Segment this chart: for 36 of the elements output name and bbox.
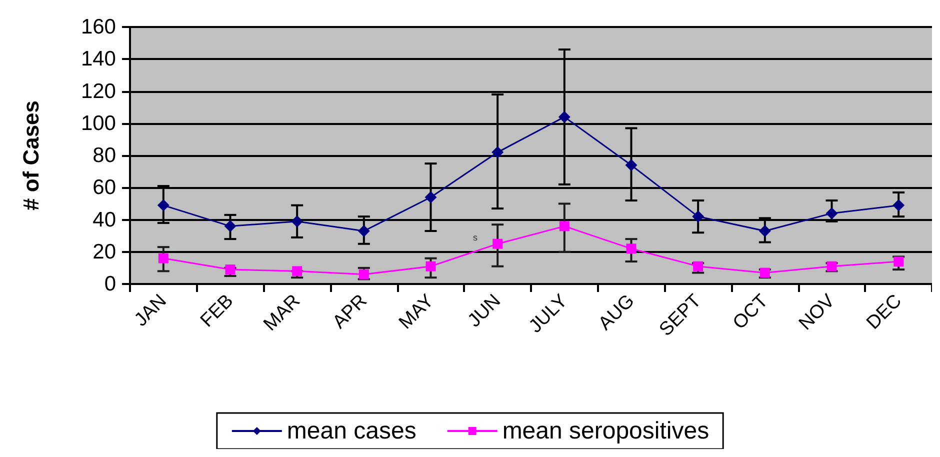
point xyxy=(558,110,570,123)
y-tick-label: 80 xyxy=(92,144,116,167)
point xyxy=(291,215,304,228)
point xyxy=(492,146,504,158)
y-tick-label: 120 xyxy=(80,80,116,103)
point xyxy=(758,224,771,237)
point xyxy=(625,159,638,172)
y-tick-label: 140 xyxy=(80,48,116,71)
point xyxy=(292,266,302,276)
point xyxy=(158,253,168,264)
point xyxy=(157,199,170,212)
point xyxy=(693,261,704,272)
point xyxy=(492,238,503,249)
point xyxy=(426,261,436,272)
point xyxy=(358,269,369,280)
annotation: s xyxy=(473,232,478,242)
point xyxy=(692,210,704,223)
x-tick-label: FEB xyxy=(196,290,238,332)
y-tick-label: 160 xyxy=(80,16,116,38)
point xyxy=(559,221,570,232)
point xyxy=(826,207,838,220)
point xyxy=(424,191,437,204)
y-tick-label: 60 xyxy=(92,176,116,200)
point xyxy=(224,220,236,232)
legend-label: mean cases xyxy=(286,418,416,444)
y-axis-title: # of Cases xyxy=(18,100,44,211)
point xyxy=(892,199,905,212)
point xyxy=(358,224,370,237)
y-tick-label: 40 xyxy=(92,208,116,232)
y-tick-label: 20 xyxy=(92,240,116,264)
point xyxy=(626,244,636,254)
legend-label: mean seropositives xyxy=(502,418,710,444)
x-tick-label: JAN xyxy=(130,290,171,331)
point xyxy=(894,256,904,267)
y-tick-label: 0 xyxy=(104,272,116,296)
y-tick-label: 100 xyxy=(80,112,116,135)
